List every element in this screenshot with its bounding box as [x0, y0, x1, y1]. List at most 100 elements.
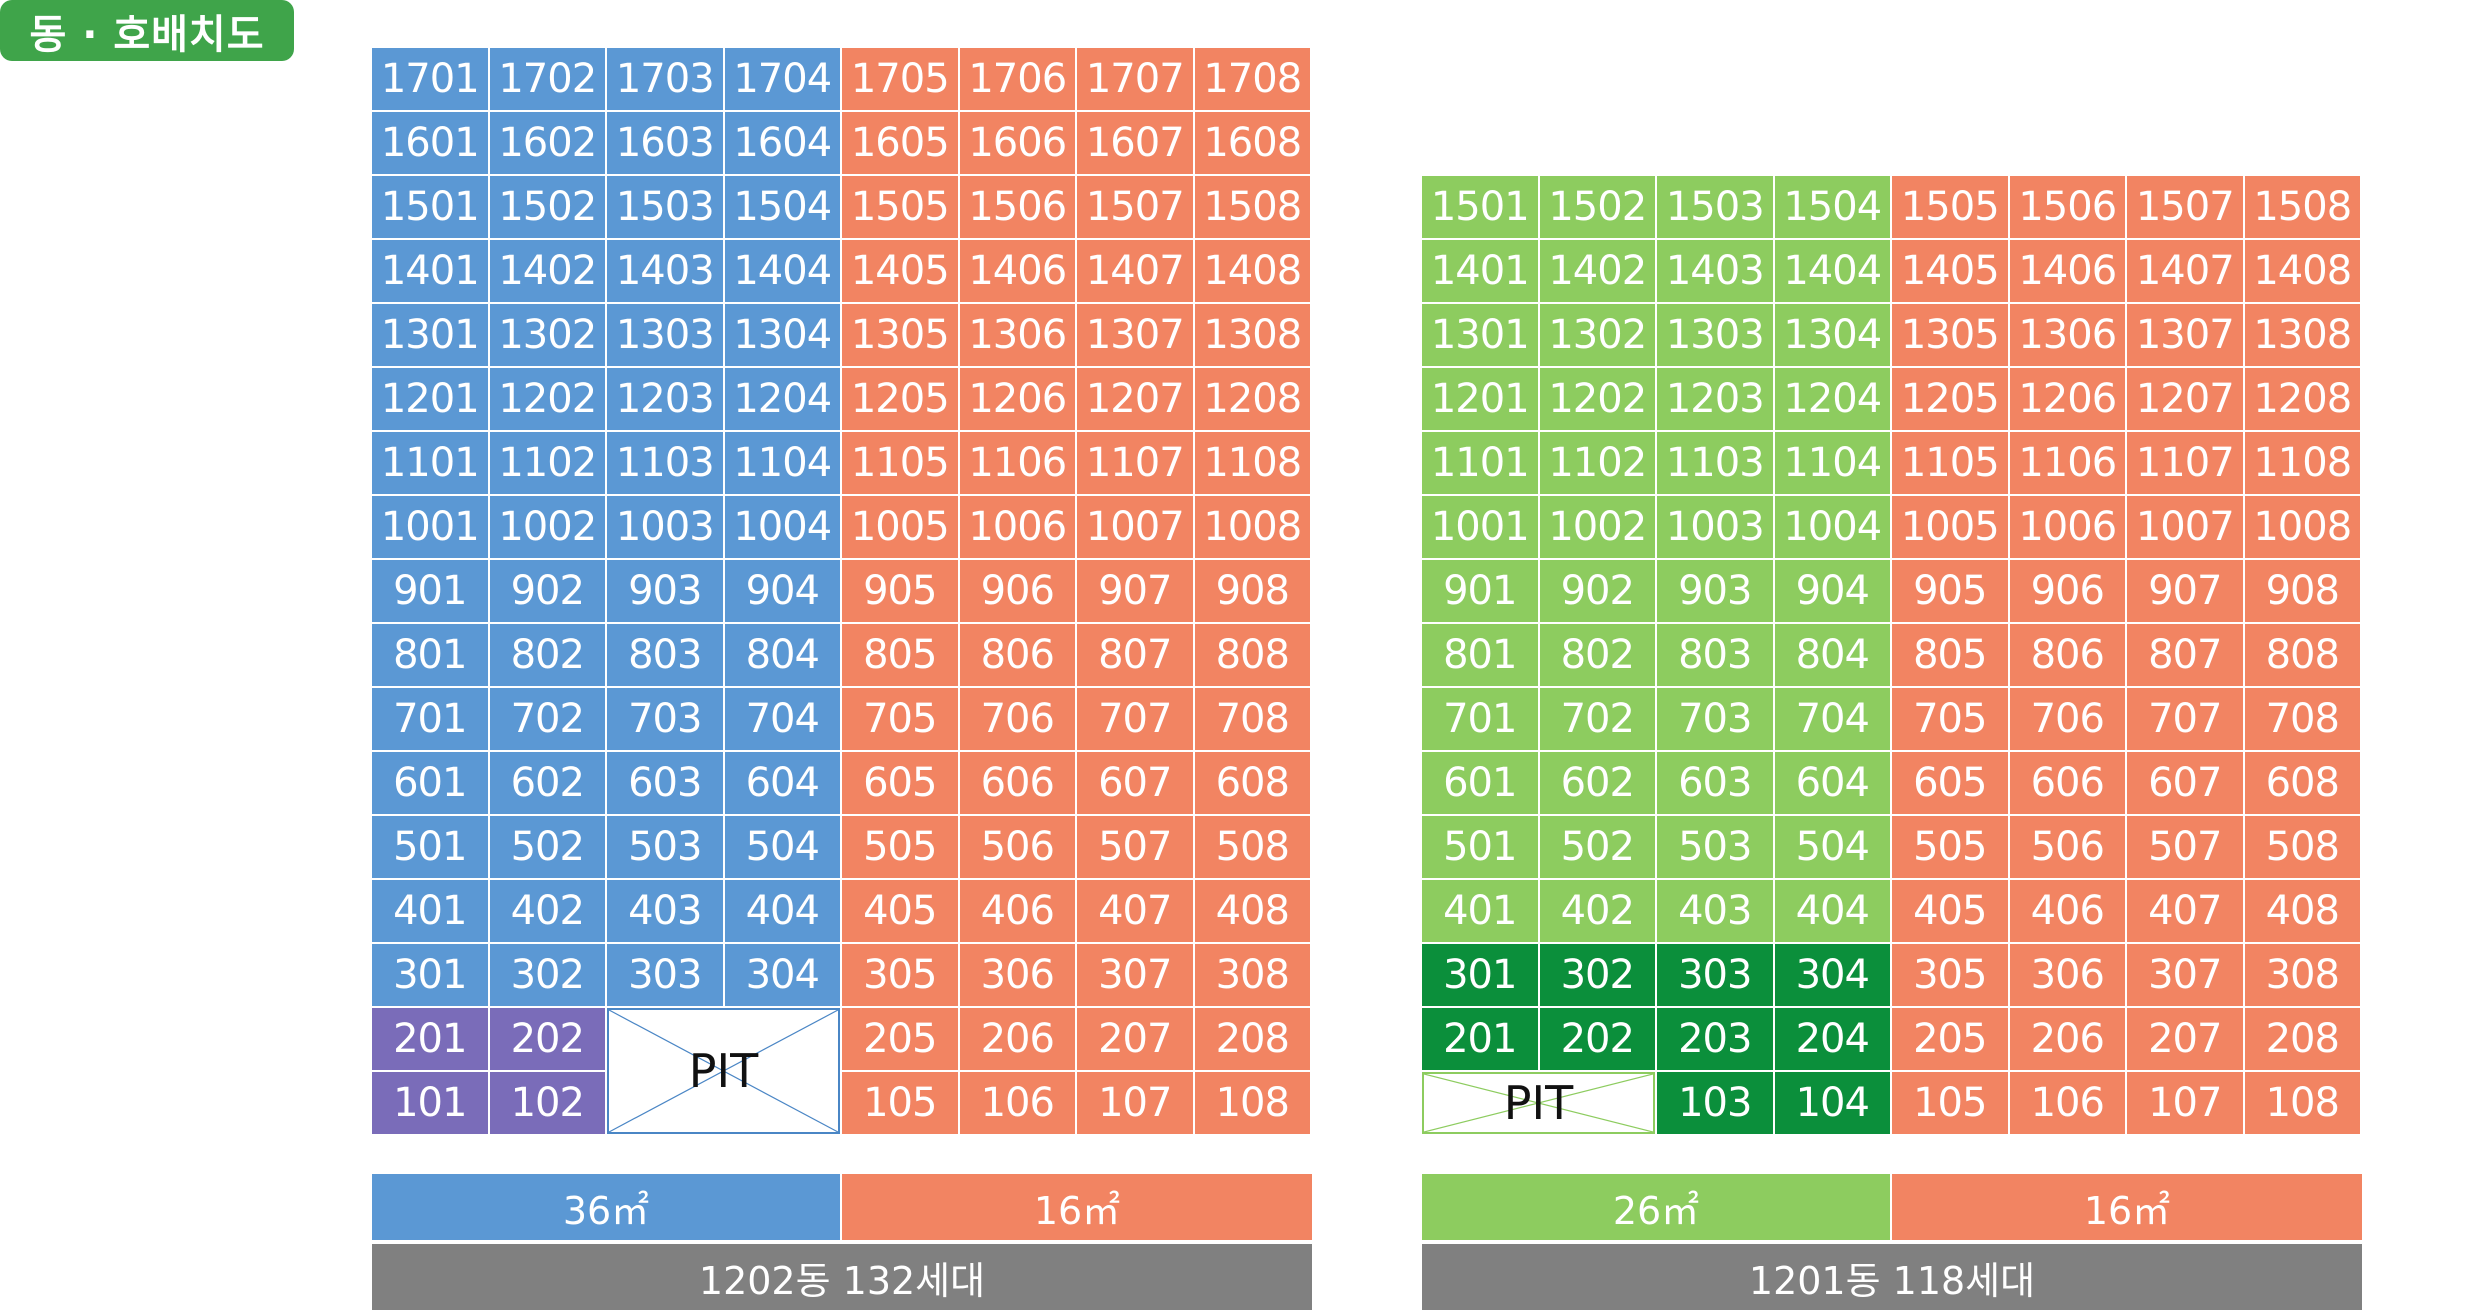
unit-cell: 1006 [2009, 496, 2127, 560]
unit-cell: 102 [489, 1072, 607, 1136]
unit-cell: 902 [1539, 560, 1657, 624]
unit-cell: 1101 [1422, 432, 1540, 496]
unit-cell: 308 [2244, 944, 2362, 1008]
unit-cell: 904 [724, 560, 842, 624]
unit-cell: 806 [959, 624, 1077, 688]
building-summary: 1201동 118세대 [1422, 1244, 2362, 1310]
unit-cell: 1603 [607, 112, 725, 176]
unit-cell: 1103 [1657, 432, 1775, 496]
unit-cell: 1606 [959, 112, 1077, 176]
unit-cell: 1101 [372, 432, 490, 496]
unit-cell: 1202 [489, 368, 607, 432]
unit-cell: 402 [489, 880, 607, 944]
unit-cell: 1301 [372, 304, 490, 368]
unit-cell: 1705 [842, 48, 960, 112]
unit-cell: 1402 [1539, 240, 1657, 304]
pit-label: PIT [1503, 1076, 1574, 1130]
unit-cell: 906 [2009, 560, 2127, 624]
unit-cell: 1305 [1892, 304, 2010, 368]
unit-cell: 1103 [607, 432, 725, 496]
unit-cell: 404 [1774, 880, 1892, 944]
unit-cell: 105 [842, 1072, 960, 1136]
unit-cell: 1303 [1657, 304, 1775, 368]
unit-area-legend: 36㎡ 16㎡ [372, 1174, 1312, 1240]
unit-cell: 601 [1422, 752, 1540, 816]
unit-cell: 207 [1077, 1008, 1195, 1072]
unit-cell: 808 [1194, 624, 1312, 688]
unit-cell: 1706 [959, 48, 1077, 112]
unit-cell: 1401 [1422, 240, 1540, 304]
unit-cell: 1202 [1539, 368, 1657, 432]
unit-cell: 304 [1774, 944, 1892, 1008]
unit-cell: 207 [2127, 1008, 2245, 1072]
unit-cell: 1106 [959, 432, 1077, 496]
unit-cell: 1506 [2009, 176, 2127, 240]
unit-cell: 805 [1892, 624, 2010, 688]
unit-cell: 1107 [1077, 432, 1195, 496]
unit-cell: 808 [2244, 624, 2362, 688]
unit-cell: 1301 [1422, 304, 1540, 368]
unit-cell: 502 [1539, 816, 1657, 880]
unit-cell: 1602 [489, 112, 607, 176]
unit-cell: 1305 [842, 304, 960, 368]
unit-cell: 307 [1077, 944, 1195, 1008]
unit-cell: 606 [2009, 752, 2127, 816]
unit-cell: 906 [959, 560, 1077, 624]
unit-cell: 602 [1539, 752, 1657, 816]
unit-cell: 803 [1657, 624, 1775, 688]
unit-cell: 904 [1774, 560, 1892, 624]
unit-cell: 1308 [2244, 304, 2362, 368]
unit-cell: 707 [1077, 688, 1195, 752]
unit-cell: 1505 [1892, 176, 2010, 240]
unit-cell: 1102 [489, 432, 607, 496]
unit-cell: 703 [1657, 688, 1775, 752]
unit-cell: 706 [959, 688, 1077, 752]
unit-cell: 308 [1194, 944, 1312, 1008]
unit-cell: 406 [2009, 880, 2127, 944]
unit-cell: 802 [489, 624, 607, 688]
unit-cell: 1604 [724, 112, 842, 176]
unit-cell: 1005 [842, 496, 960, 560]
unit-cell: 908 [2244, 560, 2362, 624]
unit-cell: 205 [1892, 1008, 2010, 1072]
unit-cell: 907 [2127, 560, 2245, 624]
unit-cell: 1206 [959, 368, 1077, 432]
unit-cell: 1708 [1194, 48, 1312, 112]
unit-cell: 1208 [1194, 368, 1312, 432]
unit-cell: 105 [1892, 1072, 2010, 1136]
unit-cell: 405 [1892, 880, 2010, 944]
unit-cell: 1403 [607, 240, 725, 304]
unit-cell: 1702 [489, 48, 607, 112]
unit-cell: 306 [959, 944, 1077, 1008]
unit-cell: 302 [489, 944, 607, 1008]
unit-cell: 1108 [2244, 432, 2362, 496]
unit-cell: 1507 [1077, 176, 1195, 240]
unit-cell: 801 [372, 624, 490, 688]
unit-cell: 1205 [1892, 368, 2010, 432]
unit-cell: 202 [489, 1008, 607, 1072]
unit-cell: 1007 [1077, 496, 1195, 560]
unit-cell: 1306 [959, 304, 1077, 368]
unit-cell: 202 [1539, 1008, 1657, 1072]
building-1202-diagram: 1701 1702 1703 1704 1705 1706 1707 1708 1601 1602… [372, 48, 1312, 1310]
unit-cell: 406 [959, 880, 1077, 944]
unit-cell: 705 [842, 688, 960, 752]
unit-cell: 1401 [372, 240, 490, 304]
unit-cell: 1203 [607, 368, 725, 432]
unit-cell: 1408 [2244, 240, 2362, 304]
unit-cell: 505 [842, 816, 960, 880]
unit-cell: 1204 [1774, 368, 1892, 432]
unit-cell: 407 [1077, 880, 1195, 944]
pit-label: PIT [688, 1044, 759, 1098]
unit-cell: 803 [607, 624, 725, 688]
unit-cell: 503 [1657, 816, 1775, 880]
unit-cell: 307 [2127, 944, 2245, 1008]
unit-cell: 908 [1194, 560, 1312, 624]
unit-cell: 802 [1539, 624, 1657, 688]
unit-cell: 306 [2009, 944, 2127, 1008]
unit-cell: 1505 [842, 176, 960, 240]
unit-cell: 701 [372, 688, 490, 752]
unit-cell: 901 [1422, 560, 1540, 624]
unit-cell: 404 [724, 880, 842, 944]
unit-cell: 1404 [724, 240, 842, 304]
